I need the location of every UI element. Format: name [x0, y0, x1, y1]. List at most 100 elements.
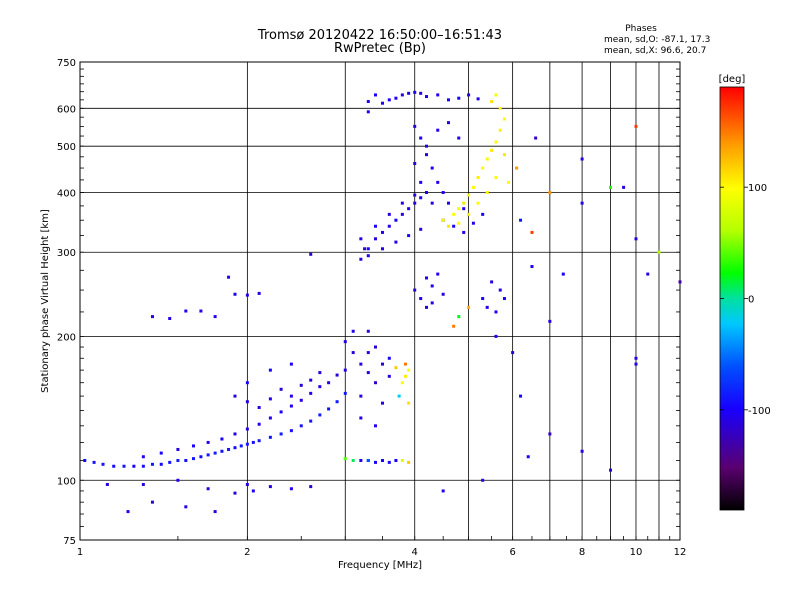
data-point [400, 201, 404, 205]
data-point [159, 451, 163, 455]
data-point [407, 234, 411, 238]
data-point [289, 404, 293, 408]
data-point [441, 190, 445, 194]
data-point [141, 464, 145, 468]
data-point [548, 319, 552, 323]
x-tick-label: 12 [674, 547, 687, 558]
data-point [485, 190, 489, 194]
data-point [309, 252, 313, 256]
data-point [318, 371, 322, 375]
chart-title: Tromsø 20120422 16:50:00–16:51:43 [257, 28, 502, 43]
y-tick-label: 400 [57, 188, 76, 199]
data-point [494, 175, 498, 179]
data-point [387, 212, 391, 216]
data-point [257, 439, 261, 443]
data-point [419, 196, 423, 200]
data-point [485, 305, 489, 309]
data-point [430, 284, 434, 288]
data-point [366, 110, 370, 114]
data-point [646, 272, 650, 276]
data-point [387, 98, 391, 102]
data-point [481, 478, 485, 482]
data-point [387, 224, 391, 228]
data-point [184, 458, 188, 462]
data-point [233, 491, 237, 495]
data-point [400, 212, 404, 216]
data-point [351, 458, 355, 462]
data-point [609, 468, 613, 472]
data-point [502, 153, 506, 157]
data-point [268, 368, 272, 372]
data-point [561, 272, 565, 276]
data-point [380, 458, 384, 462]
data-point [452, 212, 456, 216]
data-point [359, 394, 363, 398]
data-point [206, 453, 210, 457]
data-point [413, 193, 417, 197]
data-point [387, 460, 391, 464]
data-point [400, 458, 404, 462]
data-point [233, 446, 237, 450]
data-point [380, 101, 384, 105]
data-point [462, 207, 466, 211]
data-point [309, 378, 313, 382]
data-point [404, 374, 408, 378]
colorbar-tick-label: 0 [748, 295, 754, 306]
data-point [245, 482, 249, 486]
data-point [548, 190, 552, 194]
y-tick-label: 300 [57, 248, 76, 259]
data-point [436, 128, 440, 132]
x-tick-label: 8 [579, 547, 585, 558]
data-point [498, 128, 502, 132]
data-point [373, 345, 377, 349]
data-point [394, 240, 398, 244]
phases-heading: Phases [625, 24, 657, 34]
data-point [457, 136, 461, 140]
data-point [452, 224, 456, 228]
data-point [220, 437, 224, 441]
data-point [366, 254, 370, 258]
data-point [446, 201, 450, 205]
data-point [407, 401, 411, 405]
data-point [634, 124, 638, 128]
data-point [359, 257, 363, 261]
y-tick-label: 75 [63, 536, 76, 547]
data-point [519, 218, 523, 222]
data-point [373, 381, 377, 385]
data-point [150, 315, 154, 319]
data-point [430, 301, 434, 305]
data-point [502, 117, 506, 121]
data-point [407, 460, 411, 464]
data-point [441, 489, 445, 493]
data-point [227, 447, 231, 451]
y-tick-label: 750 [57, 58, 76, 69]
data-point [490, 100, 494, 104]
data-point [530, 230, 534, 234]
data-point [419, 297, 423, 301]
data-point [515, 166, 519, 170]
data-point [227, 275, 231, 279]
x-axis-label: Frequency [MHz] [338, 560, 422, 571]
data-point [239, 444, 243, 448]
data-point [359, 237, 363, 241]
data-point [425, 153, 429, 157]
chart-subtitle: RwPretec (Bp) [334, 41, 426, 56]
data-point [176, 447, 180, 451]
data-point [213, 451, 217, 455]
data-point [502, 297, 506, 301]
data-point [233, 292, 237, 296]
data-point [245, 427, 249, 431]
data-point [373, 93, 377, 97]
data-point [159, 462, 163, 466]
data-point [548, 432, 552, 436]
data-point [419, 180, 423, 184]
data-point [494, 140, 498, 144]
data-point [366, 329, 370, 333]
data-point [279, 410, 283, 414]
data-point [351, 329, 355, 333]
data-point [452, 324, 456, 328]
data-point [363, 247, 367, 251]
data-point [289, 362, 293, 366]
